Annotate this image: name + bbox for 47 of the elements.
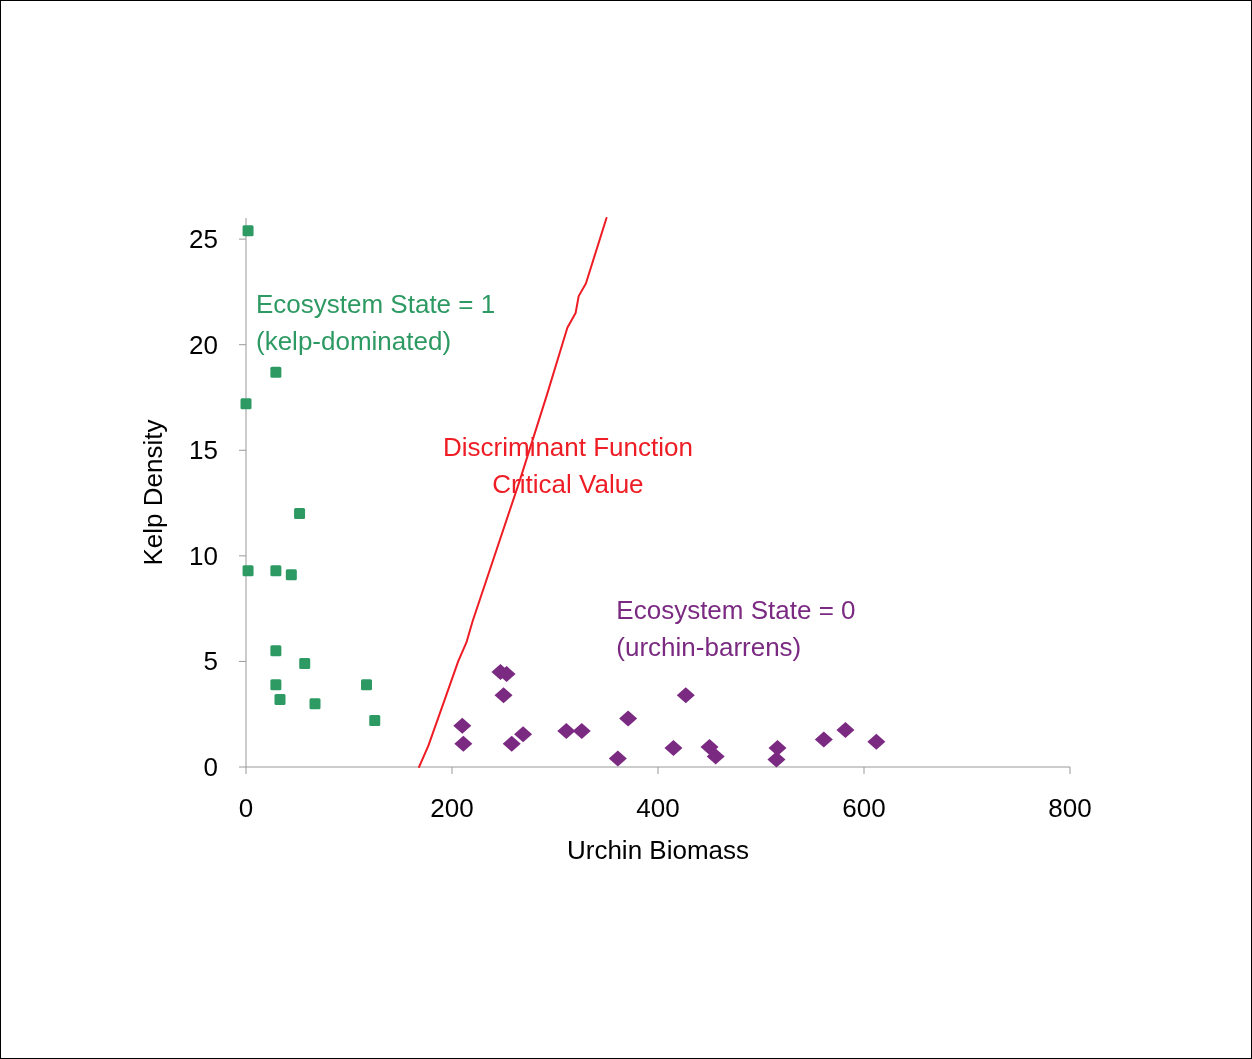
point (836, 722, 855, 739)
point (557, 723, 576, 740)
point (369, 715, 381, 727)
y-tick-label: 10 (189, 540, 218, 571)
point (664, 740, 683, 756)
point (270, 645, 282, 657)
series-label: Ecosystem State = 0 (urchin-barrens) (616, 594, 856, 662)
point (619, 710, 638, 727)
point (768, 740, 787, 756)
x-axis-title: Urchin Biomass (566, 835, 750, 865)
point (814, 731, 833, 748)
point (700, 738, 719, 755)
x-tick-label: 200 (430, 793, 474, 823)
y-axis-title: Kelp Density (138, 419, 168, 566)
point (514, 726, 533, 743)
point (767, 751, 786, 768)
y-tick-label: 15 (189, 435, 218, 466)
y-tick-label: 0 (203, 752, 218, 782)
point (299, 658, 311, 670)
point (294, 508, 306, 520)
point (361, 679, 373, 691)
point (502, 735, 521, 752)
point (270, 565, 282, 577)
point (242, 225, 254, 237)
y-tick-label: 5 (203, 646, 218, 677)
point (309, 698, 321, 710)
point (270, 679, 282, 691)
point (285, 569, 297, 581)
point (608, 750, 627, 767)
point (453, 717, 472, 734)
point (572, 723, 591, 740)
x-tick-label: 800 (1048, 793, 1092, 823)
series-label: Ecosystem State = 1 (kelp-dominated) (256, 289, 496, 357)
point (270, 366, 282, 378)
point (494, 687, 513, 704)
y-tick-label: 20 (189, 329, 218, 360)
x-tick-label: 0 (238, 793, 254, 823)
point (676, 687, 695, 704)
point (706, 748, 725, 765)
y-tick-label: 25 (189, 224, 218, 255)
point (242, 565, 254, 577)
x-tick-label: 600 (842, 793, 886, 823)
x-tick-label: 400 (636, 793, 680, 823)
point (454, 735, 473, 752)
point (240, 398, 252, 410)
point (867, 733, 886, 750)
point (274, 693, 286, 705)
